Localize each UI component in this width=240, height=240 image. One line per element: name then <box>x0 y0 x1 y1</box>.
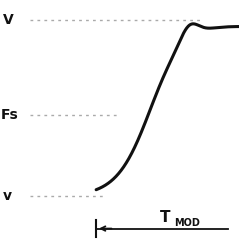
Text: MOD: MOD <box>174 218 200 228</box>
Text: V: V <box>3 13 14 27</box>
Text: v: v <box>3 189 12 203</box>
Text: T: T <box>160 210 170 225</box>
Text: Fs: Fs <box>1 108 18 122</box>
